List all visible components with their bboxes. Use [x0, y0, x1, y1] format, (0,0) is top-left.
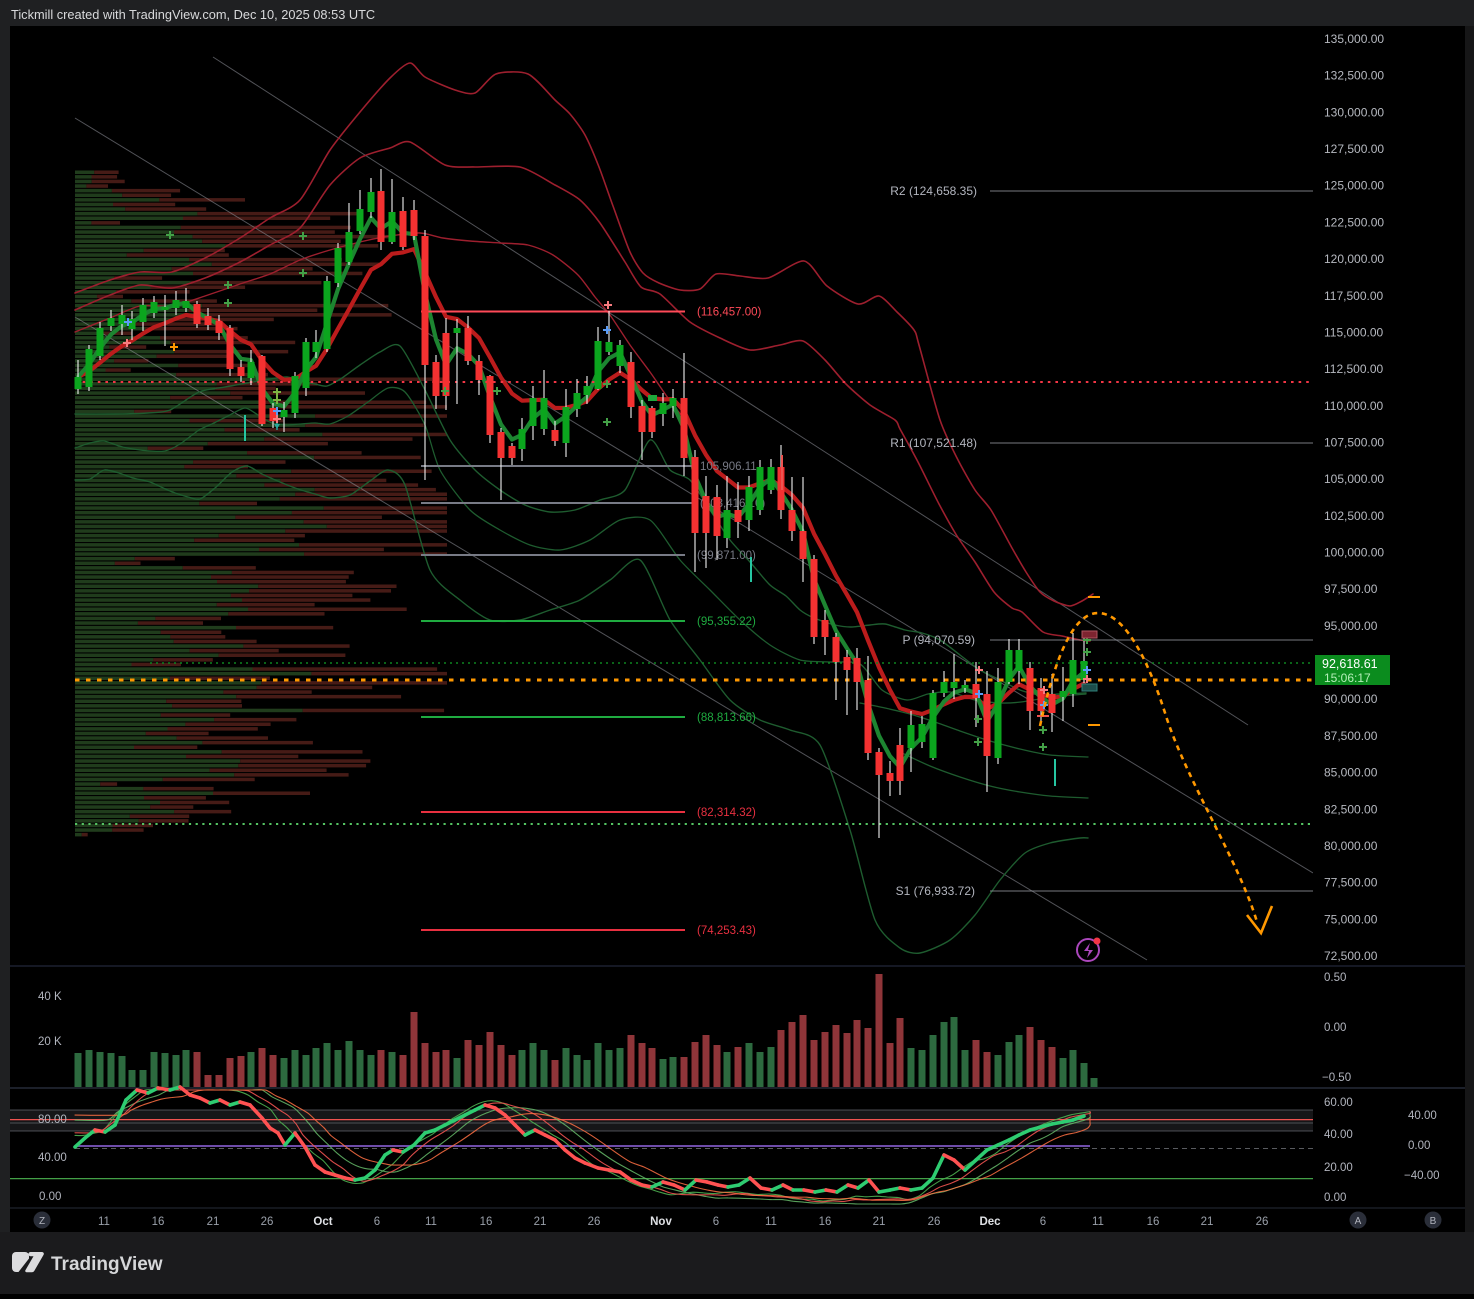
svg-text:26: 26: [588, 1216, 601, 1228]
svg-text:Oct: Oct: [313, 1216, 332, 1228]
svg-text:16: 16: [152, 1216, 165, 1228]
svg-text:P (94,070.59): P (94,070.59): [903, 633, 976, 647]
svg-text:105,000.00: 105,000.00: [1324, 472, 1384, 486]
svg-text:6: 6: [713, 1216, 719, 1228]
svg-text:112,500.00: 112,500.00: [1324, 362, 1383, 376]
svg-text:(103,416.10): (103,416.10): [700, 498, 765, 510]
svg-text:6: 6: [1040, 1216, 1046, 1228]
svg-text:0.00: 0.00: [1324, 1192, 1346, 1204]
svg-text:122,500.00: 122,500.00: [1324, 215, 1384, 229]
svg-text:16: 16: [819, 1216, 832, 1228]
svg-text:15:06:17: 15:06:17: [1324, 671, 1371, 685]
svg-text:102,500.00: 102,500.00: [1324, 509, 1384, 523]
svg-text:82,500.00: 82,500.00: [1324, 802, 1378, 816]
svg-text:−0.50: −0.50: [1322, 1072, 1351, 1084]
svg-text:26: 26: [1256, 1216, 1269, 1228]
svg-text:40 K: 40 K: [38, 991, 62, 1003]
svg-text:B: B: [1430, 1216, 1437, 1227]
svg-text:85,000.00: 85,000.00: [1324, 766, 1378, 780]
svg-text:72,500.00: 72,500.00: [1324, 949, 1378, 963]
svg-text:6: 6: [374, 1216, 380, 1228]
svg-text:132,500.00: 132,500.00: [1324, 69, 1384, 83]
svg-text:107,500.00: 107,500.00: [1324, 435, 1384, 449]
svg-text:77,500.00: 77,500.00: [1324, 876, 1378, 890]
svg-text:Tickmill created with TradingV: Tickmill created with TradingView.com, D…: [11, 7, 375, 22]
svg-text:75,000.00: 75,000.00: [1324, 912, 1378, 926]
svg-text:0.50: 0.50: [1324, 972, 1346, 984]
svg-text:(74,253.43): (74,253.43): [697, 925, 756, 937]
svg-text:97,500.00: 97,500.00: [1324, 582, 1378, 596]
svg-text:127,500.00: 127,500.00: [1324, 142, 1384, 156]
svg-text:80.00: 80.00: [38, 1114, 67, 1126]
svg-text:40.00: 40.00: [38, 1152, 67, 1164]
svg-text:95,000.00: 95,000.00: [1324, 619, 1378, 633]
svg-text:26: 26: [261, 1216, 274, 1228]
svg-text:R2 (124,658.35): R2 (124,658.35): [890, 184, 977, 198]
svg-text:135,000.00: 135,000.00: [1324, 32, 1384, 46]
svg-text:21: 21: [873, 1216, 886, 1228]
svg-text:40.00: 40.00: [1324, 1129, 1353, 1141]
svg-text:(95,355.22): (95,355.22): [697, 616, 756, 628]
svg-text:(116,457.00): (116,457.00): [697, 307, 762, 319]
svg-text:16: 16: [480, 1216, 493, 1228]
svg-text:0.00: 0.00: [1408, 1140, 1430, 1152]
svg-text:21: 21: [1201, 1216, 1214, 1228]
svg-text:16: 16: [1147, 1216, 1160, 1228]
svg-text:87,500.00: 87,500.00: [1324, 729, 1378, 743]
svg-text:125,000.00: 125,000.00: [1324, 179, 1384, 193]
svg-text:11: 11: [765, 1216, 777, 1228]
svg-text:(99,871.00): (99,871.00): [697, 550, 756, 562]
svg-text:92,618.61: 92,618.61: [1322, 657, 1378, 671]
svg-text:105,906.11: 105,906.11: [700, 461, 757, 473]
svg-text:R1 (107,521.48): R1 (107,521.48): [890, 436, 977, 450]
svg-text:Z: Z: [39, 1216, 45, 1227]
svg-text:20.00: 20.00: [1324, 1162, 1353, 1174]
svg-text:0.00: 0.00: [1324, 1022, 1346, 1034]
svg-text:20 K: 20 K: [38, 1036, 62, 1048]
svg-text:11: 11: [98, 1216, 110, 1228]
svg-text:21: 21: [534, 1216, 547, 1228]
svg-text:130,000.00: 130,000.00: [1324, 105, 1384, 119]
svg-text:TradingView: TradingView: [51, 1254, 163, 1275]
svg-text:100,000.00: 100,000.00: [1324, 546, 1384, 560]
svg-text:Nov: Nov: [650, 1216, 672, 1228]
svg-text:80,000.00: 80,000.00: [1324, 839, 1378, 853]
svg-text:11: 11: [425, 1216, 437, 1228]
svg-text:A: A: [1355, 1216, 1362, 1227]
svg-text:110,000.00: 110,000.00: [1324, 399, 1383, 413]
svg-text:40.00: 40.00: [1408, 1110, 1437, 1122]
svg-text:(82,314.32): (82,314.32): [697, 807, 756, 819]
svg-text:115,000.00: 115,000.00: [1324, 325, 1383, 339]
svg-text:26: 26: [928, 1216, 941, 1228]
svg-text:S1 (76,933.72): S1 (76,933.72): [896, 884, 975, 898]
svg-text:Dec: Dec: [979, 1216, 1001, 1228]
svg-text:−40.00: −40.00: [1404, 1170, 1440, 1182]
svg-text:60.00: 60.00: [1324, 1097, 1353, 1109]
svg-text:0.00: 0.00: [39, 1191, 61, 1203]
svg-text:90,000.00: 90,000.00: [1324, 692, 1378, 706]
svg-text:21: 21: [207, 1216, 220, 1228]
svg-text:11: 11: [1092, 1216, 1104, 1228]
svg-text:(88,813.66): (88,813.66): [697, 712, 756, 724]
svg-text:117,500.00: 117,500.00: [1324, 289, 1383, 303]
svg-text:120,000.00: 120,000.00: [1324, 252, 1384, 266]
